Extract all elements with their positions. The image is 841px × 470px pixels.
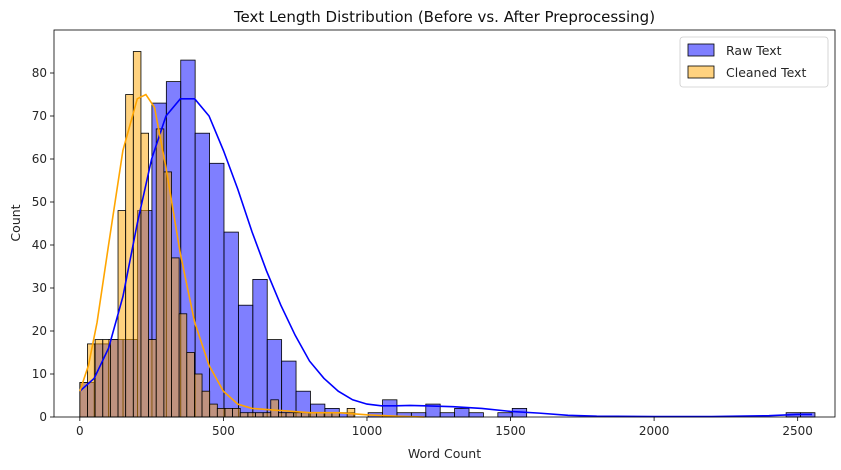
- cleaned-text-bar: [255, 412, 264, 418]
- raw-text-bar: [439, 412, 456, 418]
- legend-box: [679, 36, 829, 88]
- plot-frame: [53, 29, 836, 418]
- cleaned-text-bar: [194, 373, 203, 418]
- cleaned-text-bar: [278, 412, 287, 418]
- y-tick-label: 0: [39, 410, 47, 424]
- x-tick-label: 500: [212, 424, 235, 438]
- y-axis-ticks: 0 10 20 30 40 50 60 70 80: [32, 66, 54, 424]
- legend-cleaned-text-label: Cleaned Text: [726, 65, 806, 80]
- cleaned-text-bar: [178, 313, 188, 418]
- raw-text-bar: [497, 412, 513, 418]
- cleaned-text-bar: [224, 407, 234, 418]
- raw-text-bar: [468, 412, 484, 418]
- x-tick-label: 2000: [639, 424, 670, 438]
- raw-text-bar: [454, 407, 470, 418]
- cleaned-text-bar: [209, 403, 218, 418]
- y-tick-label: 20: [32, 324, 47, 338]
- cleaned-text-bar: [125, 94, 134, 418]
- y-tick-label: 50: [32, 195, 47, 209]
- raw-text-bar: [252, 278, 268, 418]
- y-tick-label: 80: [32, 66, 47, 80]
- x-tick-label: 0: [76, 424, 84, 438]
- x-axis-label: Word Count: [408, 446, 481, 461]
- cleaned-text-bar: [94, 339, 104, 418]
- cleaned-text-bar: [109, 339, 119, 418]
- y-tick-label: 70: [32, 109, 47, 123]
- cleaned-text-bar: [163, 171, 172, 418]
- y-axis-label: Count: [8, 204, 23, 241]
- cleaned-text-bar: [293, 412, 302, 418]
- cleaned-text-bars: [79, 51, 356, 418]
- legend: Raw Text Cleaned Text: [679, 36, 829, 88]
- cleaned-text-bar: [186, 352, 195, 418]
- legend-raw-text-swatch: [687, 43, 715, 57]
- x-tick-label: 2500: [782, 424, 813, 438]
- y-tick-label: 10: [32, 367, 47, 381]
- raw-text-bar: [382, 399, 398, 418]
- x-tick-label: 1000: [352, 424, 383, 438]
- cleaned-text-bar: [201, 390, 211, 418]
- cleaned-text-bar: [239, 412, 249, 418]
- cleaned-text-bar: [262, 412, 272, 418]
- cleaned-text-bar: [285, 412, 295, 418]
- cleaned-text-bar: [155, 128, 165, 418]
- cleaned-text-bar: [270, 399, 279, 418]
- cleaned-text-bar: [216, 407, 226, 418]
- y-tick-label: 30: [32, 281, 47, 295]
- legend-cleaned-text-swatch: [687, 65, 715, 79]
- chart-title: Text Length Distribution (Before vs. Aft…: [233, 8, 655, 26]
- raw-text-bar: [223, 231, 239, 418]
- y-tick-label: 40: [32, 238, 47, 252]
- legend-raw-text-label: Raw Text: [726, 43, 782, 58]
- x-axis-ticks: 0 500 1000 1500 2000 2500: [76, 417, 813, 438]
- x-tick-label: 1500: [495, 424, 526, 438]
- y-tick-label: 60: [32, 152, 47, 166]
- raw-text-bar: [281, 360, 297, 418]
- cleaned-text-bar: [247, 412, 256, 418]
- cleaned-text-bar: [148, 339, 157, 418]
- cleaned-text-bar: [232, 407, 241, 418]
- cleaned-text-bar: [117, 210, 127, 418]
- raw-text-bar: [237, 304, 254, 418]
- raw-text-kde-line: [79, 98, 813, 418]
- cleaned-text-kde-line: [79, 93, 425, 418]
- cleaned-text-bar: [171, 257, 180, 418]
